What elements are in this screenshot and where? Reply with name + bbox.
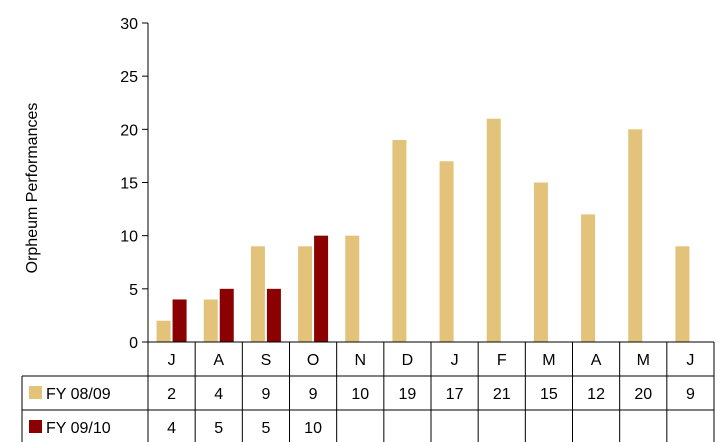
data-label: 10 [304, 420, 322, 437]
bar [628, 129, 643, 342]
bar [250, 246, 265, 342]
y-tick-label: 20 [120, 122, 138, 139]
x-tick-label: F [497, 352, 507, 369]
data-label: 2 [167, 386, 176, 403]
bar [219, 288, 234, 342]
y-axis: 0 5 10 15 20 25 30 [120, 16, 149, 352]
data-label: 20 [634, 386, 652, 403]
bar [203, 299, 218, 342]
bars [156, 118, 690, 342]
y-tick-label: 10 [120, 229, 138, 246]
y-tick-label: 5 [129, 282, 138, 299]
y-tick-label: 25 [120, 69, 138, 86]
legend-swatch [29, 420, 42, 433]
data-label: 9 [261, 386, 270, 403]
x-tick-label: N [354, 352, 366, 369]
data-label: 4 [167, 420, 176, 437]
x-tick-label: O [307, 352, 319, 369]
data-label: 15 [540, 386, 558, 403]
bar [172, 299, 187, 342]
legend-label: FY 09/10 [46, 420, 111, 437]
data-label: 4 [214, 386, 223, 403]
bar [266, 288, 281, 342]
x-tick-label: A [591, 352, 602, 369]
x-tick-label: J [168, 352, 176, 369]
x-tick-label: J [686, 352, 694, 369]
data-table: J A S O N D J F M A M J FY 08/09 2 4 9 9 10 19 17 21 15 12 20 9 F… [21, 341, 715, 442]
y-tick-label: 15 [120, 176, 138, 193]
legend-swatch [29, 386, 42, 399]
bar [675, 246, 690, 342]
bar [156, 320, 171, 342]
bar [314, 235, 329, 342]
data-label: 19 [399, 386, 417, 403]
y-tick-label: 30 [120, 16, 138, 33]
x-tick-label: D [402, 352, 414, 369]
bar [486, 118, 501, 342]
data-label: 17 [446, 386, 464, 403]
data-label: 12 [587, 386, 605, 403]
x-tick-label: S [261, 352, 272, 369]
bar [439, 161, 454, 342]
data-label: 21 [493, 386, 511, 403]
data-label: 9 [686, 386, 695, 403]
bar [298, 246, 313, 342]
bar [345, 235, 360, 342]
legend-label: FY 08/09 [46, 386, 111, 403]
bar [581, 214, 596, 342]
x-tick-label: M [542, 352, 555, 369]
bar [392, 139, 407, 342]
bar [533, 182, 548, 342]
data-label: 10 [351, 386, 369, 403]
x-tick-label: J [451, 352, 459, 369]
x-tick-label: A [213, 352, 224, 369]
y-axis-label: Orpheum Performances [24, 103, 41, 274]
x-tick-label: M [637, 352, 650, 369]
data-label: 5 [214, 420, 223, 437]
y-tick-label: 0 [129, 335, 138, 352]
data-label: 9 [309, 386, 318, 403]
data-label: 5 [261, 420, 270, 437]
